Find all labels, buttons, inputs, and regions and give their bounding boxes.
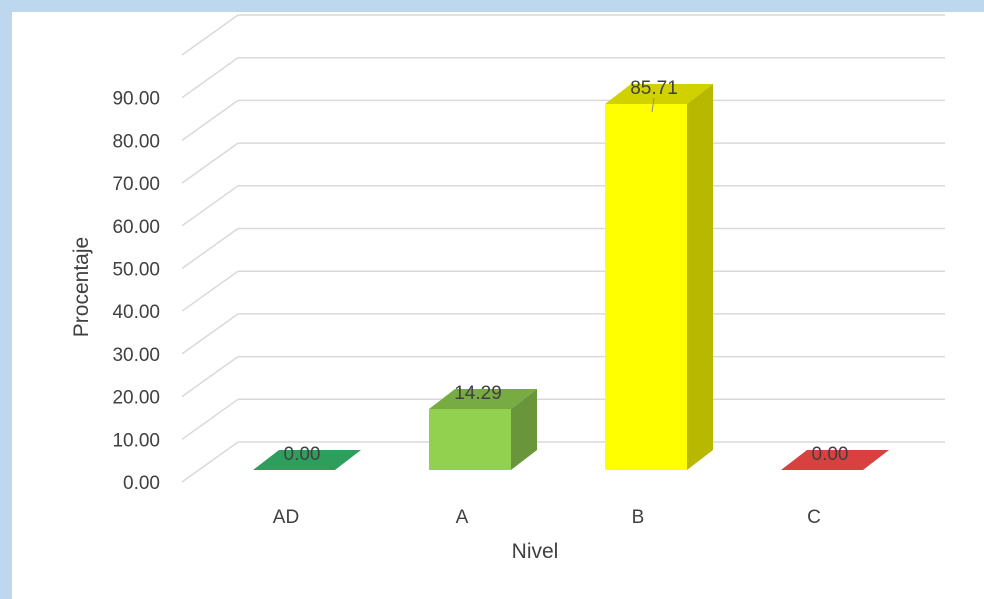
x-axis-title: Nivel: [512, 540, 559, 563]
bar-top: [253, 450, 361, 470]
gridline-diagonal: [181, 57, 239, 99]
data-label: 0.00: [284, 444, 321, 465]
bar-ad: [253, 450, 361, 470]
x-tick-label: AD: [273, 507, 299, 528]
y-tick-label: 90.00: [112, 89, 160, 110]
bar-side: [511, 388, 537, 470]
gridline-diagonal: [181, 227, 239, 270]
bar-b: [605, 84, 713, 470]
gridline-diagonal: [181, 313, 239, 355]
bar-c: [781, 450, 889, 470]
y-tick-label: 40.00: [112, 302, 160, 323]
gridline-diagonal: [181, 185, 239, 227]
y-tick-label: 50.00: [112, 260, 160, 281]
x-tick-label: C: [807, 507, 821, 528]
gridline-diagonal: [181, 270, 239, 312]
data-label: 14.29: [454, 383, 502, 404]
y-tick-label: 80.00: [112, 131, 160, 152]
gridline-diagonal: [181, 142, 239, 184]
bar-front: [429, 408, 511, 470]
y-tick-label: 20.00: [112, 388, 160, 409]
data-labels: 0.00 14.29 85.71 0.00: [284, 78, 849, 465]
gridline-diagonal: [181, 355, 239, 398]
y-tick-label: 60.00: [112, 217, 160, 238]
x-axis-ticks: AD A B C: [273, 507, 821, 528]
x-tick-label: A: [456, 507, 469, 528]
bar-a: [429, 388, 537, 470]
bar-side: [687, 84, 713, 470]
bars: [253, 84, 889, 470]
leader-line: [651, 97, 655, 113]
x-tick-label: B: [632, 507, 645, 528]
y-axis-ticks: 0.00 10.00 20.00 30.00 40.00 50.00 60.00 70.00 8…: [112, 89, 160, 494]
gridline-diagonal: [181, 441, 239, 483]
bar-top: [605, 84, 713, 105]
gridline-diagonal: [181, 14, 239, 56]
y-tick-label: 10.00: [112, 430, 160, 451]
data-label: 0.00: [812, 444, 849, 465]
bar-top: [429, 388, 537, 409]
y-tick-label: 30.00: [112, 345, 160, 366]
y-tick-label: 70.00: [112, 174, 160, 195]
gridlines: [181, 14, 945, 483]
y-tick-label: 0.00: [123, 473, 160, 494]
bar-top: [781, 450, 889, 470]
gridline-diagonal: [181, 398, 239, 440]
bar-front: [605, 104, 687, 470]
gridline-diagonal: [181, 99, 239, 142]
y-axis-title: Procentaje: [70, 237, 93, 337]
data-label: 85.71: [630, 78, 678, 99]
